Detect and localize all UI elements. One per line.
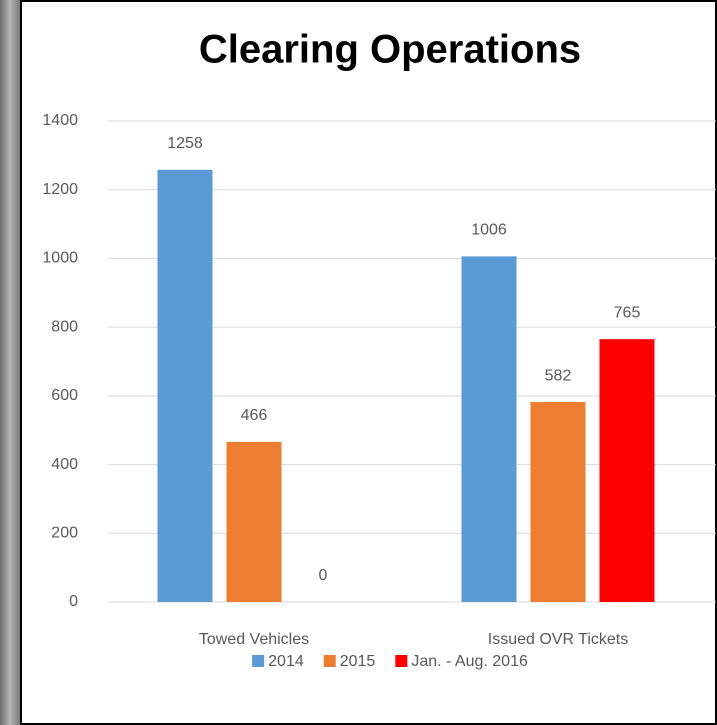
y-tick-label: 400 xyxy=(51,456,78,473)
data-label: 1006 xyxy=(471,222,507,239)
data-label: 0 xyxy=(319,567,328,584)
y-tick-label: 0 xyxy=(69,593,78,610)
legend-swatch xyxy=(252,655,265,667)
bar xyxy=(461,256,517,602)
legend-swatch xyxy=(395,655,408,667)
y-tick-label: 200 xyxy=(51,525,78,542)
y-tick-label: 600 xyxy=(51,387,78,404)
y-tick-label: 1000 xyxy=(42,250,78,267)
x-tick-label: Issued OVR Tickets xyxy=(488,631,629,648)
y-tick-label: 1400 xyxy=(42,112,78,129)
y-tick-label: 1200 xyxy=(42,181,78,198)
legend-label: 2014 xyxy=(268,653,304,670)
chart-title: Clearing Operations xyxy=(199,28,581,72)
legend-label: Jan. - Aug. 2016 xyxy=(411,653,528,670)
data-label: 1258 xyxy=(167,135,203,152)
frame-edge xyxy=(0,0,20,725)
y-tick-label: 800 xyxy=(51,318,78,335)
legend-swatch xyxy=(323,655,336,667)
bar xyxy=(157,169,213,602)
data-label: 582 xyxy=(545,367,572,384)
bar xyxy=(599,339,655,602)
bar xyxy=(530,402,586,602)
bar xyxy=(226,441,282,602)
data-label: 466 xyxy=(241,407,268,424)
data-label: 765 xyxy=(614,304,641,321)
legend-label: 2015 xyxy=(340,653,376,670)
x-tick-label: Towed Vehicles xyxy=(199,631,309,648)
